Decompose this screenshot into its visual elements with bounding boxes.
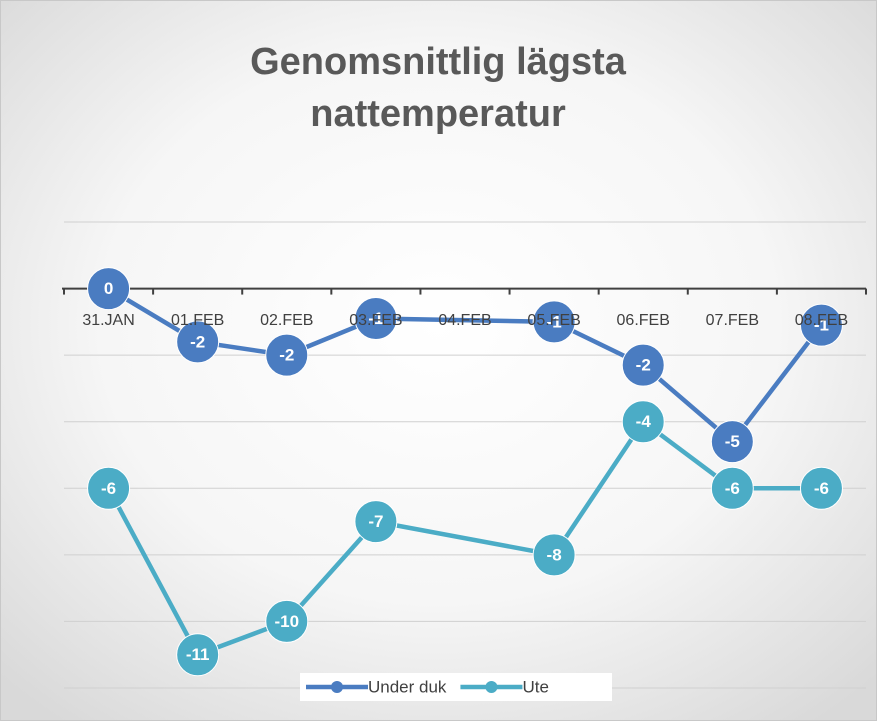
data-label: -1 [547, 312, 562, 331]
x-tick-label: 02.FEB [260, 312, 313, 329]
x-tick-label: 04.FEB [438, 312, 491, 329]
data-label: -8 [547, 545, 562, 564]
data-point [532, 300, 576, 344]
data-label: -6 [814, 479, 829, 498]
data-label: -6 [725, 479, 740, 498]
data-point [354, 297, 398, 341]
x-tick-label: 03.FEB [349, 312, 402, 329]
legend-label: Ute [522, 677, 548, 696]
data-label: -2 [636, 356, 651, 375]
data-label: 0 [104, 279, 113, 298]
legend-marker [331, 681, 343, 693]
data-label: -10 [274, 612, 299, 631]
data-label: -2 [279, 346, 294, 365]
data-point [176, 633, 220, 677]
data-point [87, 466, 131, 510]
chart-title: Genomsnittlig lägsta nattemperatur [250, 41, 626, 135]
data-point [176, 320, 220, 364]
x-tick-label: 31.JAN [82, 312, 134, 329]
data-label: -7 [368, 512, 383, 531]
data-point [799, 466, 843, 510]
data-point [532, 533, 576, 577]
data-label: -1 [368, 309, 383, 328]
legend-marker [485, 681, 498, 693]
data-point [265, 599, 309, 643]
data-point [87, 267, 131, 311]
data-label: -6 [101, 479, 116, 498]
x-tick-label: 08.FEB [795, 312, 848, 329]
data-point [621, 343, 665, 387]
data-point [265, 333, 309, 377]
data-point [621, 400, 665, 444]
data-label: -1 [814, 316, 829, 335]
data-point [354, 500, 398, 544]
x-tick-label: 06.FEB [617, 312, 670, 329]
data-label: -2 [190, 332, 205, 351]
data-point [710, 420, 754, 464]
data-point [710, 466, 754, 510]
x-tick-label: 01.FEB [171, 312, 224, 329]
x-tick-label: 05.FEB [527, 312, 580, 329]
data-label: -5 [725, 432, 740, 451]
data-label: -11 [186, 645, 210, 664]
x-tick-label: 07.FEB [706, 312, 759, 329]
legend-label: Under duk [368, 677, 447, 696]
data-label: -4 [636, 412, 652, 431]
data-point [799, 303, 843, 347]
